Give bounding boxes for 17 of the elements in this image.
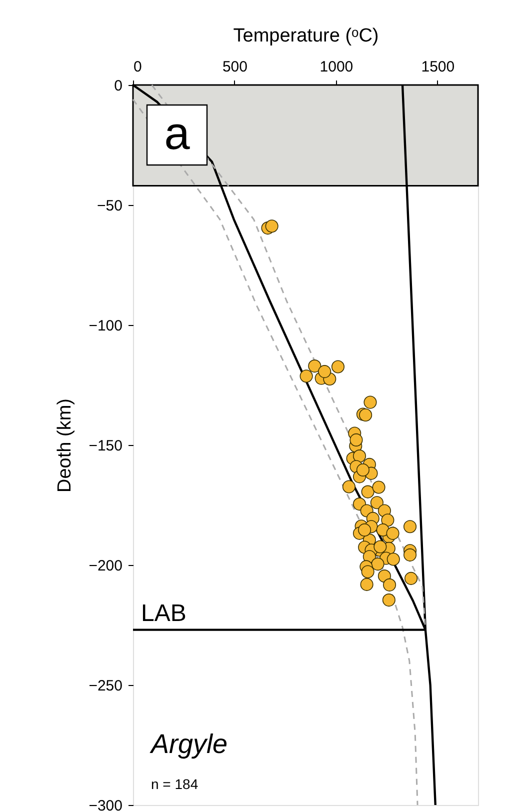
annotation: a (164, 107, 190, 159)
x-tick-label: 1500 (421, 58, 455, 76)
x-axis-title: Temperature (ᵒC) (233, 26, 379, 46)
y-tick-label: 0 (114, 78, 122, 94)
x-tick-label: 1000 (320, 58, 354, 76)
y-axis-title: Deoth (km) (54, 398, 76, 492)
series-label: LAB (141, 600, 186, 627)
y-tick-label: −100 (88, 318, 122, 334)
y-tick-label: −150 (88, 438, 122, 454)
annotation: n = 184 (151, 776, 198, 792)
y-tick-label: −200 (88, 558, 122, 574)
x-tick-label: 0 (134, 58, 142, 76)
y-tick-label: −300 (88, 798, 122, 811)
x-tick-label: 500 (222, 58, 248, 76)
y-tick-label: −50 (97, 198, 122, 214)
y-tick-label: −250 (88, 678, 122, 694)
annotation: Argyle (149, 729, 228, 759)
